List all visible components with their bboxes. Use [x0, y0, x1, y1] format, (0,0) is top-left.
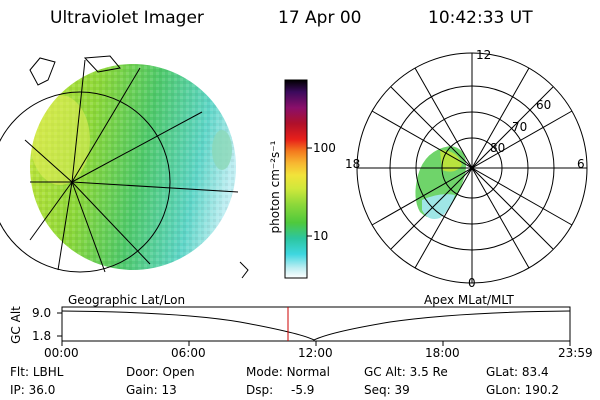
info-dsp-label: Dsp:: [246, 383, 274, 397]
info-glat: GLat: 83.4: [486, 365, 549, 379]
info-flt-label: Flt:: [10, 365, 29, 379]
instrument-title: Ultraviolet Imager: [50, 8, 204, 28]
info-door: Door: Open: [126, 365, 195, 379]
info-gcalt-label: GC Alt:: [364, 365, 406, 379]
info-glat-label: GLat:: [486, 365, 519, 379]
altitude-curve: [61, 310, 571, 341]
colorbar-unit-label: photon cm⁻²s⁻¹: [268, 140, 282, 234]
geographic-grid: [0, 59, 239, 273]
info-glon-label: GLon:: [486, 383, 521, 397]
geographic-panel-label: Geographic Lat/Lon: [68, 293, 186, 307]
timeline-xtick-1800: 18:00: [425, 346, 460, 360]
info-gcalt: GC Alt: 3.5 Re: [364, 365, 448, 379]
info-ip-label: IP:: [10, 383, 25, 397]
info-gain: Gain: 13: [126, 383, 177, 397]
altitude-timeline: [57, 306, 571, 346]
info-flt: Flt: LBHL: [10, 365, 63, 379]
lat-label-60: 60: [536, 98, 552, 112]
observation-time: 10:42:33 UT: [428, 8, 533, 28]
info-glat-value: 83.4: [521, 365, 549, 379]
info-glon-value: 190.2: [524, 383, 559, 397]
info-door-value: Open: [162, 365, 195, 379]
info-gain-value: 13: [161, 383, 177, 397]
timeline-xtick-0600: 06:00: [171, 346, 206, 360]
timeline-xtick-1200: 12:00: [298, 346, 333, 360]
lat-label-80: 80: [490, 141, 506, 155]
info-seq-label: Seq:: [364, 383, 391, 397]
timeline-xtick-2359: 23:59: [558, 346, 593, 360]
info-ip-value: 36.0: [28, 383, 56, 397]
colorbar-tick-10: 10: [313, 229, 329, 243]
observation-date: 17 Apr 00: [278, 8, 362, 28]
geographic-image: [0, 55, 249, 279]
mlt-label-bottom: 0: [468, 276, 476, 290]
info-seq-value: 39: [394, 383, 410, 397]
polar-plot: [356, 52, 588, 284]
info-dsp-value: -5.9: [290, 383, 315, 397]
colorbar-tick-100: 100: [313, 141, 336, 155]
coastline: [29, 55, 249, 279]
lat-label-70: 70: [512, 120, 528, 134]
timeline-ytick-low: 1.8: [32, 329, 52, 343]
info-dsp: Dsp: -5.9: [246, 383, 314, 397]
info-mode-value: Normal: [286, 365, 330, 379]
mlt-label-right: 6: [577, 157, 585, 171]
info-flt-value: LBHL: [32, 365, 64, 379]
timeline-ylabel: GC Alt: [9, 306, 23, 344]
polar-panel-label: Apex MLat/MLT: [424, 293, 514, 307]
info-mode: Mode: Normal: [246, 365, 330, 379]
timeline-ytick-high: 9.0: [32, 306, 52, 320]
info-seq: Seq: 39: [364, 383, 410, 397]
info-mode-label: Mode:: [246, 365, 283, 379]
info-gain-label: Gain:: [126, 383, 158, 397]
mlt-label-top: 12: [476, 48, 492, 62]
mlt-label-left: 18: [345, 157, 361, 171]
polar-grid: [356, 52, 588, 284]
timeline-xtick-0000: 00:00: [44, 346, 79, 360]
info-gcalt-value: 3.5 Re: [409, 365, 448, 379]
info-door-label: Door:: [126, 365, 159, 379]
info-ip: IP: 36.0: [10, 383, 55, 397]
info-glon: GLon: 190.2: [486, 383, 559, 397]
colorbar: [284, 79, 312, 279]
